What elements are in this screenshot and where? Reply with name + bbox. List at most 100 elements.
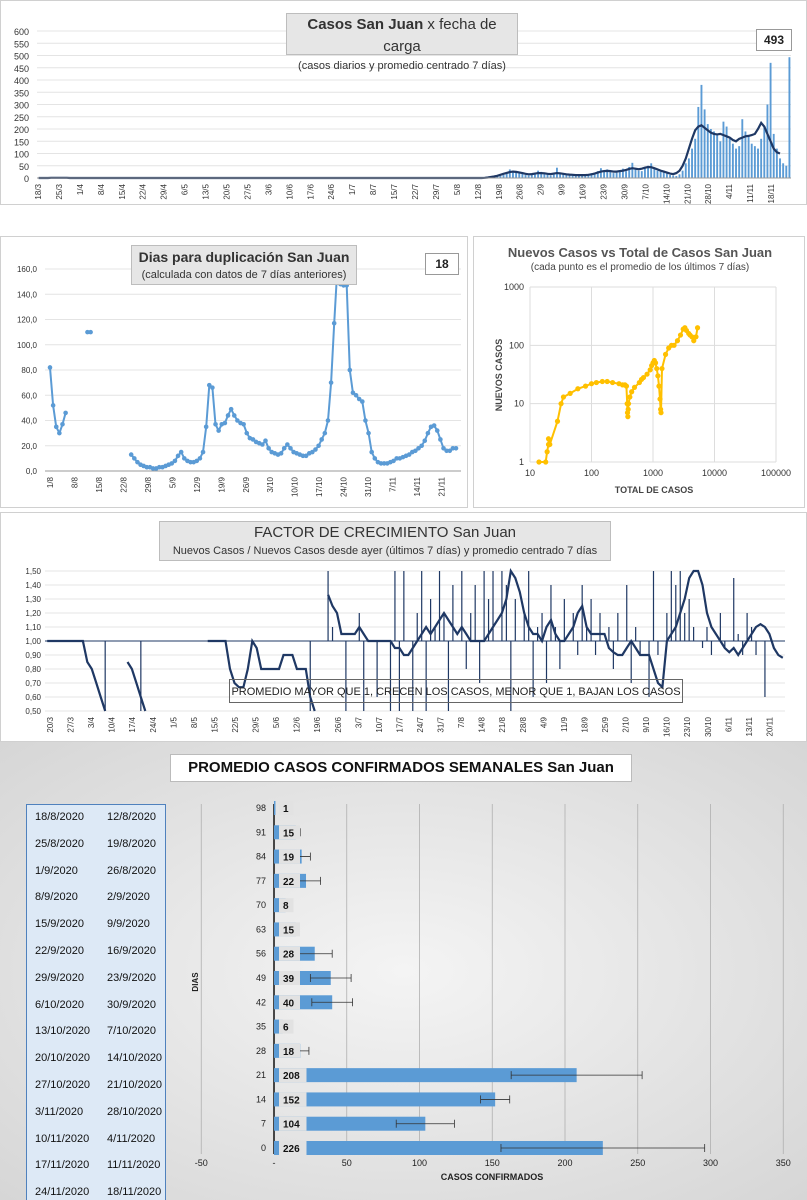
daily-case-bar [763,126,766,178]
week-row: 1/9/2020 26/8/2020 [27,865,167,892]
x-tick-label: 23/10 [683,716,692,737]
data-point [422,438,428,443]
data-point [629,389,635,395]
data-point [169,461,175,466]
daily-case-bar [703,109,706,178]
data-label: 8 [283,901,289,912]
data-label: 152 [283,1095,300,1106]
data-point [593,379,599,386]
daily-cases-plot: 0 50 100 150 200 250 300 350 400 450 500 550 600 18/3… [14,27,791,204]
week-end-date: 13/10/2020 [35,1025,91,1038]
x-tick-label: 10/7 [375,716,384,732]
week-row: 10/11/2020 4/11/2020 [27,1133,167,1160]
week-end-date: 20/10/2020 [35,1052,91,1065]
data-point [693,334,699,340]
x-tick-label: 19/6 [313,716,322,732]
data-label-box [279,1043,300,1058]
data-point [135,459,140,465]
x-tick-label: 21/10 [683,183,692,204]
y-tick-label: 1,40 [25,581,41,590]
y-tick-label: 80,0 [21,366,37,375]
x-tick-label: 50 [342,1158,352,1168]
daily-case-bar [634,168,637,178]
data-point [222,420,228,426]
x-tick-label: 11/9 [560,716,569,732]
x-tick-label: 18/11 [767,183,776,203]
y-tick-label: 20,0 [21,442,37,451]
x-tick-label: 12/6 [293,716,302,732]
x-tick-label: 2/10 [622,716,631,732]
week-row: 25/8/2020 19/8/2020 [27,838,167,865]
x-tick-label: 15/5 [210,716,219,732]
daily-case-bar [782,163,785,178]
data-label: 39 [283,974,295,985]
x-tick-label: 1/5 [169,716,178,728]
daily-case-bar [530,174,533,178]
y-tick-label: 1,10 [25,623,41,632]
y-tick-label: 100 [509,340,524,350]
data-point [453,445,459,451]
x-tick-label: 8/4 [97,183,106,195]
chart-title-box: Casos San Juan x fecha de carga (casos d… [286,13,518,72]
daily-case-bar [628,166,631,178]
chart-title: PROMEDIO CASOS CONFIRMADOS SEMANALES San… [188,759,614,776]
x-tick-label: 16/10 [663,716,672,737]
x-tick-label: 5/8 [453,183,462,195]
x-tick-label: 4/9 [539,716,548,728]
doubling-days-chart: 0,0 20,0 40,0 60,0 80,0 100,0 120,0 140,0 160,0 1… [0,236,468,508]
x-tick-label: 18/9 [580,716,589,732]
daily-case-bar [725,126,728,178]
data-point [644,371,650,377]
daily-case-bar [574,176,577,178]
x-tick-label: 6/5 [181,183,190,195]
data-label-box [279,849,300,864]
data-point [582,383,589,389]
week-row: 27/10/2020 21/10/2020 [27,1079,167,1106]
y-tick-label: 150 [14,137,29,147]
x-tick-label: 1/4 [76,183,85,195]
daily-case-bar [665,173,668,178]
data-point [631,384,638,391]
x-tick-label: 13/11 [745,716,754,736]
data-point [689,334,695,340]
daily-case-bar [625,171,628,178]
y-tick-label: 100,0 [17,341,38,350]
data-label: 104 [283,1120,300,1131]
daily-case-bar [669,175,671,178]
data-point [203,424,209,430]
daily-case-bar [537,170,540,178]
y-tick-label: 77 [256,876,266,886]
weekly-average-bar [274,1019,283,1034]
y-tick-label: 1000 [504,282,524,292]
x-tick-label: 29/4 [160,183,169,199]
x-axis-label: TOTAL DE CASOS [615,485,694,495]
data-label: 208 [283,1071,300,1082]
data-label-box [279,1019,294,1034]
y-tick-label: 50 [19,162,29,172]
data-point [544,449,550,455]
y-tick-label: 70 [256,900,266,910]
data-point [360,399,365,404]
x-tick-label: 100 [584,468,599,478]
week-ranges-table: 18/8/2020 12/8/2020 25/8/2020 19/8/2020 1/9/… [26,804,166,1200]
x-tick-label: 22/4 [139,183,148,199]
daily-case-bar [543,173,546,178]
daily-case-bar [697,106,700,178]
chart-title-box: PROMEDIO CASOS CONFIRMADOS SEMANALES San… [170,754,632,782]
daily-case-bar [769,62,772,178]
x-tick-label: 12/9 [193,476,202,492]
data-point [425,430,431,436]
y-tick-label: 350 [14,88,29,98]
data-label-box [279,801,294,815]
x-tick-label: 9/10 [642,716,651,732]
x-tick-label: 18/3 [34,183,43,199]
data-point [216,428,221,433]
x-tick-label: 27/3 [67,716,76,732]
data-point [431,423,437,428]
week-start-date: 14/10/2020 [107,1052,163,1065]
x-tick-label: 20/3 [46,716,55,732]
data-point [662,351,669,357]
data-point [263,438,268,443]
daily-case-bar [785,165,788,178]
